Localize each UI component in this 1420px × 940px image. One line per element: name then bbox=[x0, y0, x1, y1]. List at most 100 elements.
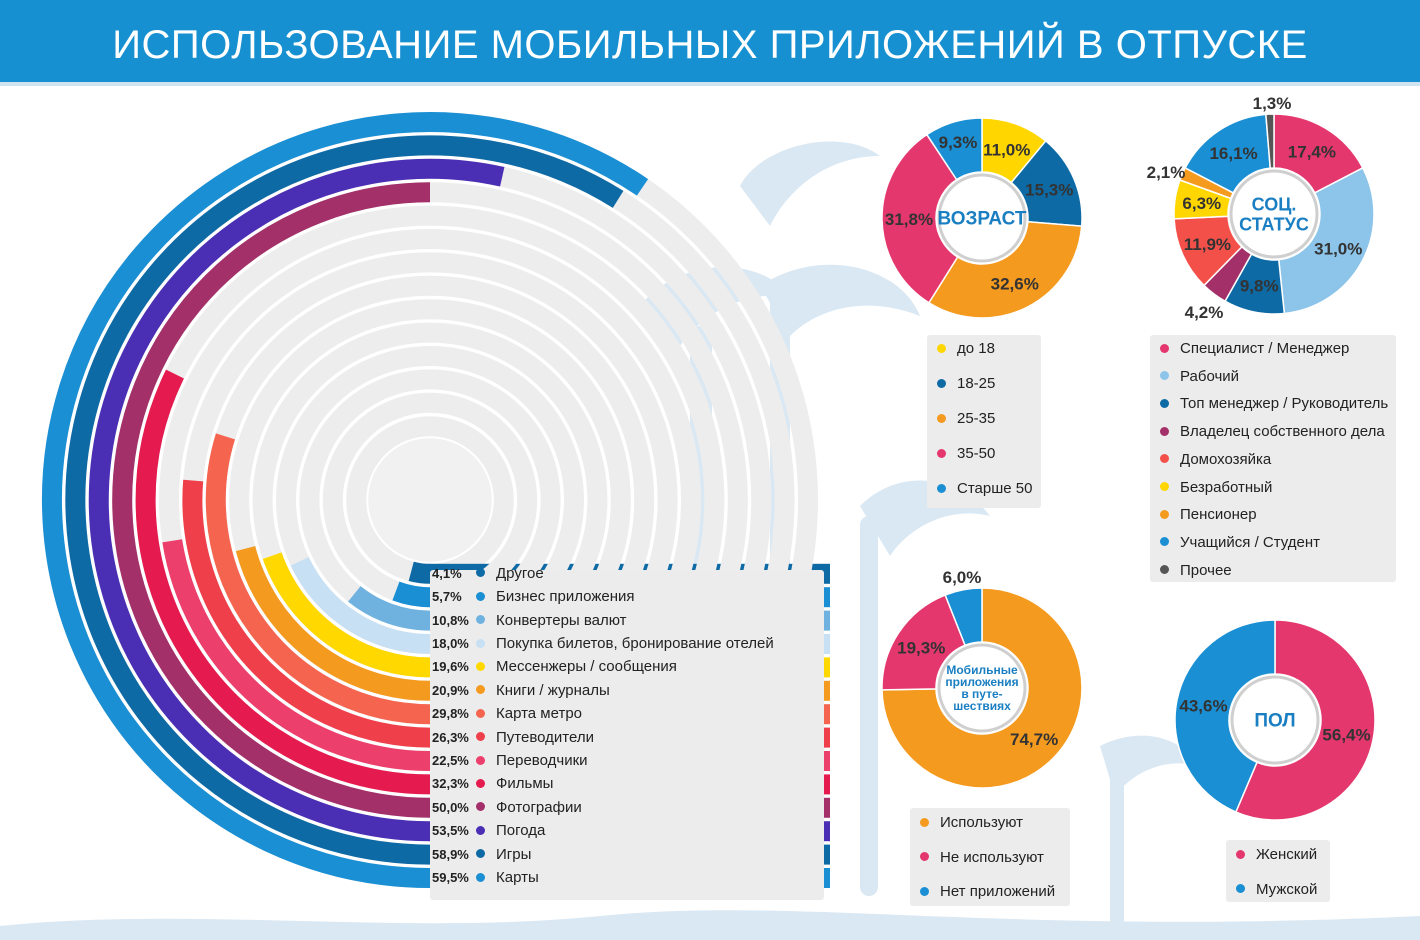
radial-legend-item: 22,5% Переводчики bbox=[432, 750, 588, 772]
legend-label: Владелец собственного дела bbox=[1180, 423, 1385, 441]
legend-color-dot bbox=[937, 343, 946, 353]
radial-center bbox=[368, 438, 492, 562]
legend-color-dot bbox=[476, 591, 485, 601]
radial-legend-label: Фотографии bbox=[496, 798, 582, 816]
page-title: ИСПОЛЬЗОВАНИЕ МОБИЛЬНЫХ ПРИЛОЖЕНИЙ В ОТП… bbox=[112, 23, 1308, 67]
legend-color-dot bbox=[1160, 565, 1169, 575]
donut-slice-label: 11,0% bbox=[983, 140, 1030, 159]
radial-legend-item: 59,5% Карты bbox=[432, 867, 539, 889]
legend-item: Используют bbox=[920, 812, 1023, 834]
radial-legend-label: Погода bbox=[496, 822, 546, 840]
donut-chart-social-status: 17,4% 31,0% 9,8% 4,2% 11,9% 6,3% 2,1% 16,1% 1,3%… bbox=[1147, 94, 1375, 322]
donut-slice-label: 16,1% bbox=[1209, 144, 1257, 163]
legend-label: 35-50 bbox=[957, 445, 996, 462]
legend-color-dot bbox=[476, 778, 485, 788]
legend-label: Прочее bbox=[1180, 561, 1232, 579]
legend-color-dot bbox=[937, 483, 946, 493]
radial-legend-label: Покупка билетов, бронирование отелей bbox=[496, 635, 774, 652]
radial-legend-value: 58,9% bbox=[432, 846, 469, 862]
donut-slice-label: 43,6% bbox=[1179, 696, 1227, 715]
radial-legend-value: 53,5% bbox=[432, 823, 469, 839]
radial-legend-label: Мессенжеры / сообщения bbox=[496, 658, 677, 676]
legend-color-dot bbox=[1160, 426, 1169, 436]
donut-slice-label: 15,3% bbox=[1025, 181, 1073, 200]
donut-slice-label: 31,8% bbox=[885, 210, 933, 229]
donut-slice-label: 6,0% bbox=[943, 568, 982, 587]
radial-legend-value: 29,8% bbox=[432, 706, 469, 722]
legend-label: до 18 bbox=[957, 340, 995, 357]
radial-legend-value: 26,3% bbox=[432, 729, 469, 745]
radial-bar bbox=[42, 112, 649, 888]
donut-slice-label: 6,3% bbox=[1182, 194, 1221, 213]
radial-legend-label: Конвертеры валют bbox=[496, 611, 627, 629]
legend-label: Нет приложений bbox=[940, 883, 1056, 900]
legend-label: Старше 50 bbox=[957, 480, 1033, 497]
title-bar: ИСПОЛЬЗОВАНИЕ МОБИЛЬНЫХ ПРИЛОЖЕНИЙ В ОТП… bbox=[0, 0, 1420, 86]
donut-title: ВОЗРАСТ bbox=[937, 209, 1026, 230]
legend-color-dot bbox=[937, 448, 946, 458]
legend-item: Нет приложений bbox=[920, 881, 1055, 903]
legend-color-dot bbox=[1160, 371, 1169, 381]
radial-legend-item: 18,0% Покупка билетов, бронирование отеле… bbox=[432, 633, 774, 655]
radial-legend-value: 4,1% bbox=[432, 565, 462, 581]
legend-color-dot bbox=[1160, 454, 1169, 464]
donut-slice-label: 2,1% bbox=[1147, 163, 1186, 182]
donut-slice bbox=[1273, 113, 1364, 194]
radial-legend-value: 5,7% bbox=[432, 589, 462, 605]
legend-item: 35-50 bbox=[937, 443, 995, 465]
radial-legend-value: 50,0% bbox=[432, 799, 469, 815]
legend-color-dot bbox=[476, 732, 485, 742]
legend-color-dot bbox=[476, 755, 485, 765]
donut-title: шествиях bbox=[953, 699, 1011, 713]
donut-slice-label: 17,4% bbox=[1288, 143, 1336, 162]
radial-legend-label: Переводчики bbox=[496, 752, 588, 769]
legend-color-dot bbox=[920, 817, 929, 827]
radial-bar bbox=[235, 546, 431, 701]
donut-slice-label: 11,9% bbox=[1184, 235, 1231, 254]
legend-label: Женский bbox=[1256, 846, 1318, 863]
donut-slice-label: 9,3% bbox=[939, 133, 978, 152]
legend-item: 18-25 bbox=[937, 373, 995, 395]
donut-title: в путе- bbox=[961, 687, 1002, 701]
radial-legend-label: Путеводители bbox=[496, 728, 594, 746]
radial-legend-item: 5,7% Бизнес приложения bbox=[432, 586, 635, 608]
radial-legend-item: 50,0% Фотографии bbox=[432, 797, 582, 819]
legend-color-dot bbox=[937, 378, 946, 388]
legend-color-dot bbox=[937, 413, 946, 423]
radial-bar bbox=[182, 479, 431, 748]
radial-bar bbox=[205, 433, 431, 725]
donut-slice bbox=[925, 117, 983, 181]
legend-label: Топ менеджер / Руководитель bbox=[1180, 395, 1389, 413]
radial-legend-label: Книги / журналы bbox=[496, 681, 610, 699]
radial-legend-item: 26,3% Путеводители bbox=[432, 727, 594, 749]
legend-label: Специалист / Менеджер bbox=[1180, 340, 1350, 357]
legend-label: Пенсионер bbox=[1180, 506, 1257, 524]
status-legend: Специалист / Менеджер Рабочий Топ менеджер… bbox=[1150, 335, 1396, 582]
radial-bar bbox=[112, 182, 431, 818]
radial-bar bbox=[162, 539, 431, 771]
radial-bar bbox=[65, 135, 624, 865]
legend-color-dot bbox=[476, 825, 485, 835]
legend-label: 25-35 bbox=[957, 410, 996, 427]
radial-legend-value: 59,5% bbox=[432, 870, 469, 885]
donut-slice bbox=[1265, 113, 1275, 169]
legend-color-dot bbox=[920, 886, 929, 896]
donut-title: Мобильные bbox=[946, 663, 1018, 677]
donut-slice bbox=[881, 133, 959, 304]
radial-legend-label: Карты bbox=[496, 869, 539, 886]
legend-color-dot bbox=[1160, 398, 1169, 408]
legend-color-dot bbox=[476, 568, 485, 578]
radial-bar bbox=[88, 158, 505, 842]
radial-legend-label: Игры bbox=[496, 845, 532, 863]
donut-chart-gender: 56,4% 43,6% ПОЛ bbox=[1174, 619, 1376, 821]
donut-title: ПОЛ bbox=[1254, 711, 1295, 732]
radial-legend-value: 18,0% bbox=[432, 636, 469, 651]
legend-label: Домохозяйка bbox=[1180, 450, 1272, 468]
legend-item: Женский bbox=[1236, 844, 1317, 866]
radial-legend-item: 10,8% Конвертеры валют bbox=[432, 610, 627, 632]
legend-label: Учащийся / Студент bbox=[1180, 533, 1321, 551]
legend-color-dot bbox=[1160, 537, 1169, 547]
radial-bar bbox=[392, 581, 431, 608]
donut-title: СТАТУС bbox=[1239, 214, 1309, 234]
